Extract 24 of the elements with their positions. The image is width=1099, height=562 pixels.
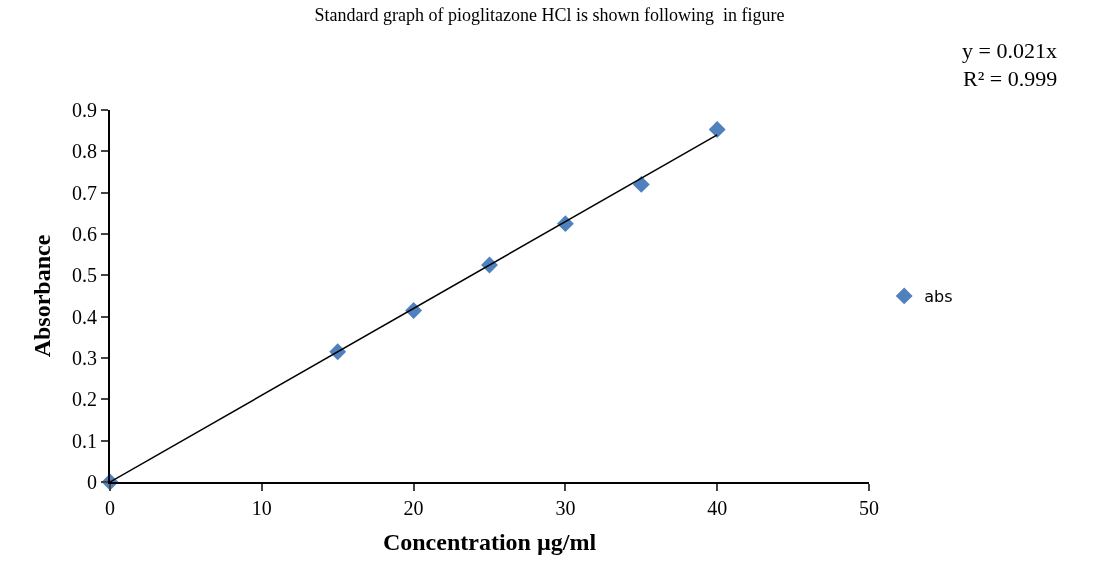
text: y = 0.021x	[962, 38, 1057, 63]
point	[632, 175, 650, 193]
y-tick-label: 0.2	[72, 388, 97, 411]
point	[708, 120, 726, 138]
x-tick-label: 10	[251, 497, 272, 519]
x-tick-label: 50	[859, 497, 879, 519]
text: R² = 0.999	[963, 66, 1058, 91]
y-tick-label: 0.9	[72, 99, 97, 121]
y-tick-label: 0.4	[72, 305, 97, 328]
legend-label: abs	[924, 287, 953, 307]
y-axis-title: Absorbance	[28, 234, 55, 358]
y-tick-label: 0.5	[72, 264, 97, 287]
y-tick-label: 0.8	[72, 140, 97, 163]
x-tick-label: 0	[105, 497, 115, 519]
chart-title: Standard graph of pioglitazone HCl is shown following in figure	[314, 5, 785, 26]
y-tick-label: 0.6	[72, 223, 97, 245]
y-tick-label: 0	[87, 471, 97, 493]
y-tick-label: 0.1	[72, 429, 97, 452]
x-tick-label: 40	[707, 497, 728, 519]
x-tick-label: 30	[555, 497, 576, 519]
y-tick-label: 0.3	[72, 347, 97, 369]
x-tick-label: 20	[403, 497, 424, 519]
y-tick-label: 0.7	[72, 181, 97, 204]
x-axis-title: Concentration µg/ml	[382, 528, 597, 555]
